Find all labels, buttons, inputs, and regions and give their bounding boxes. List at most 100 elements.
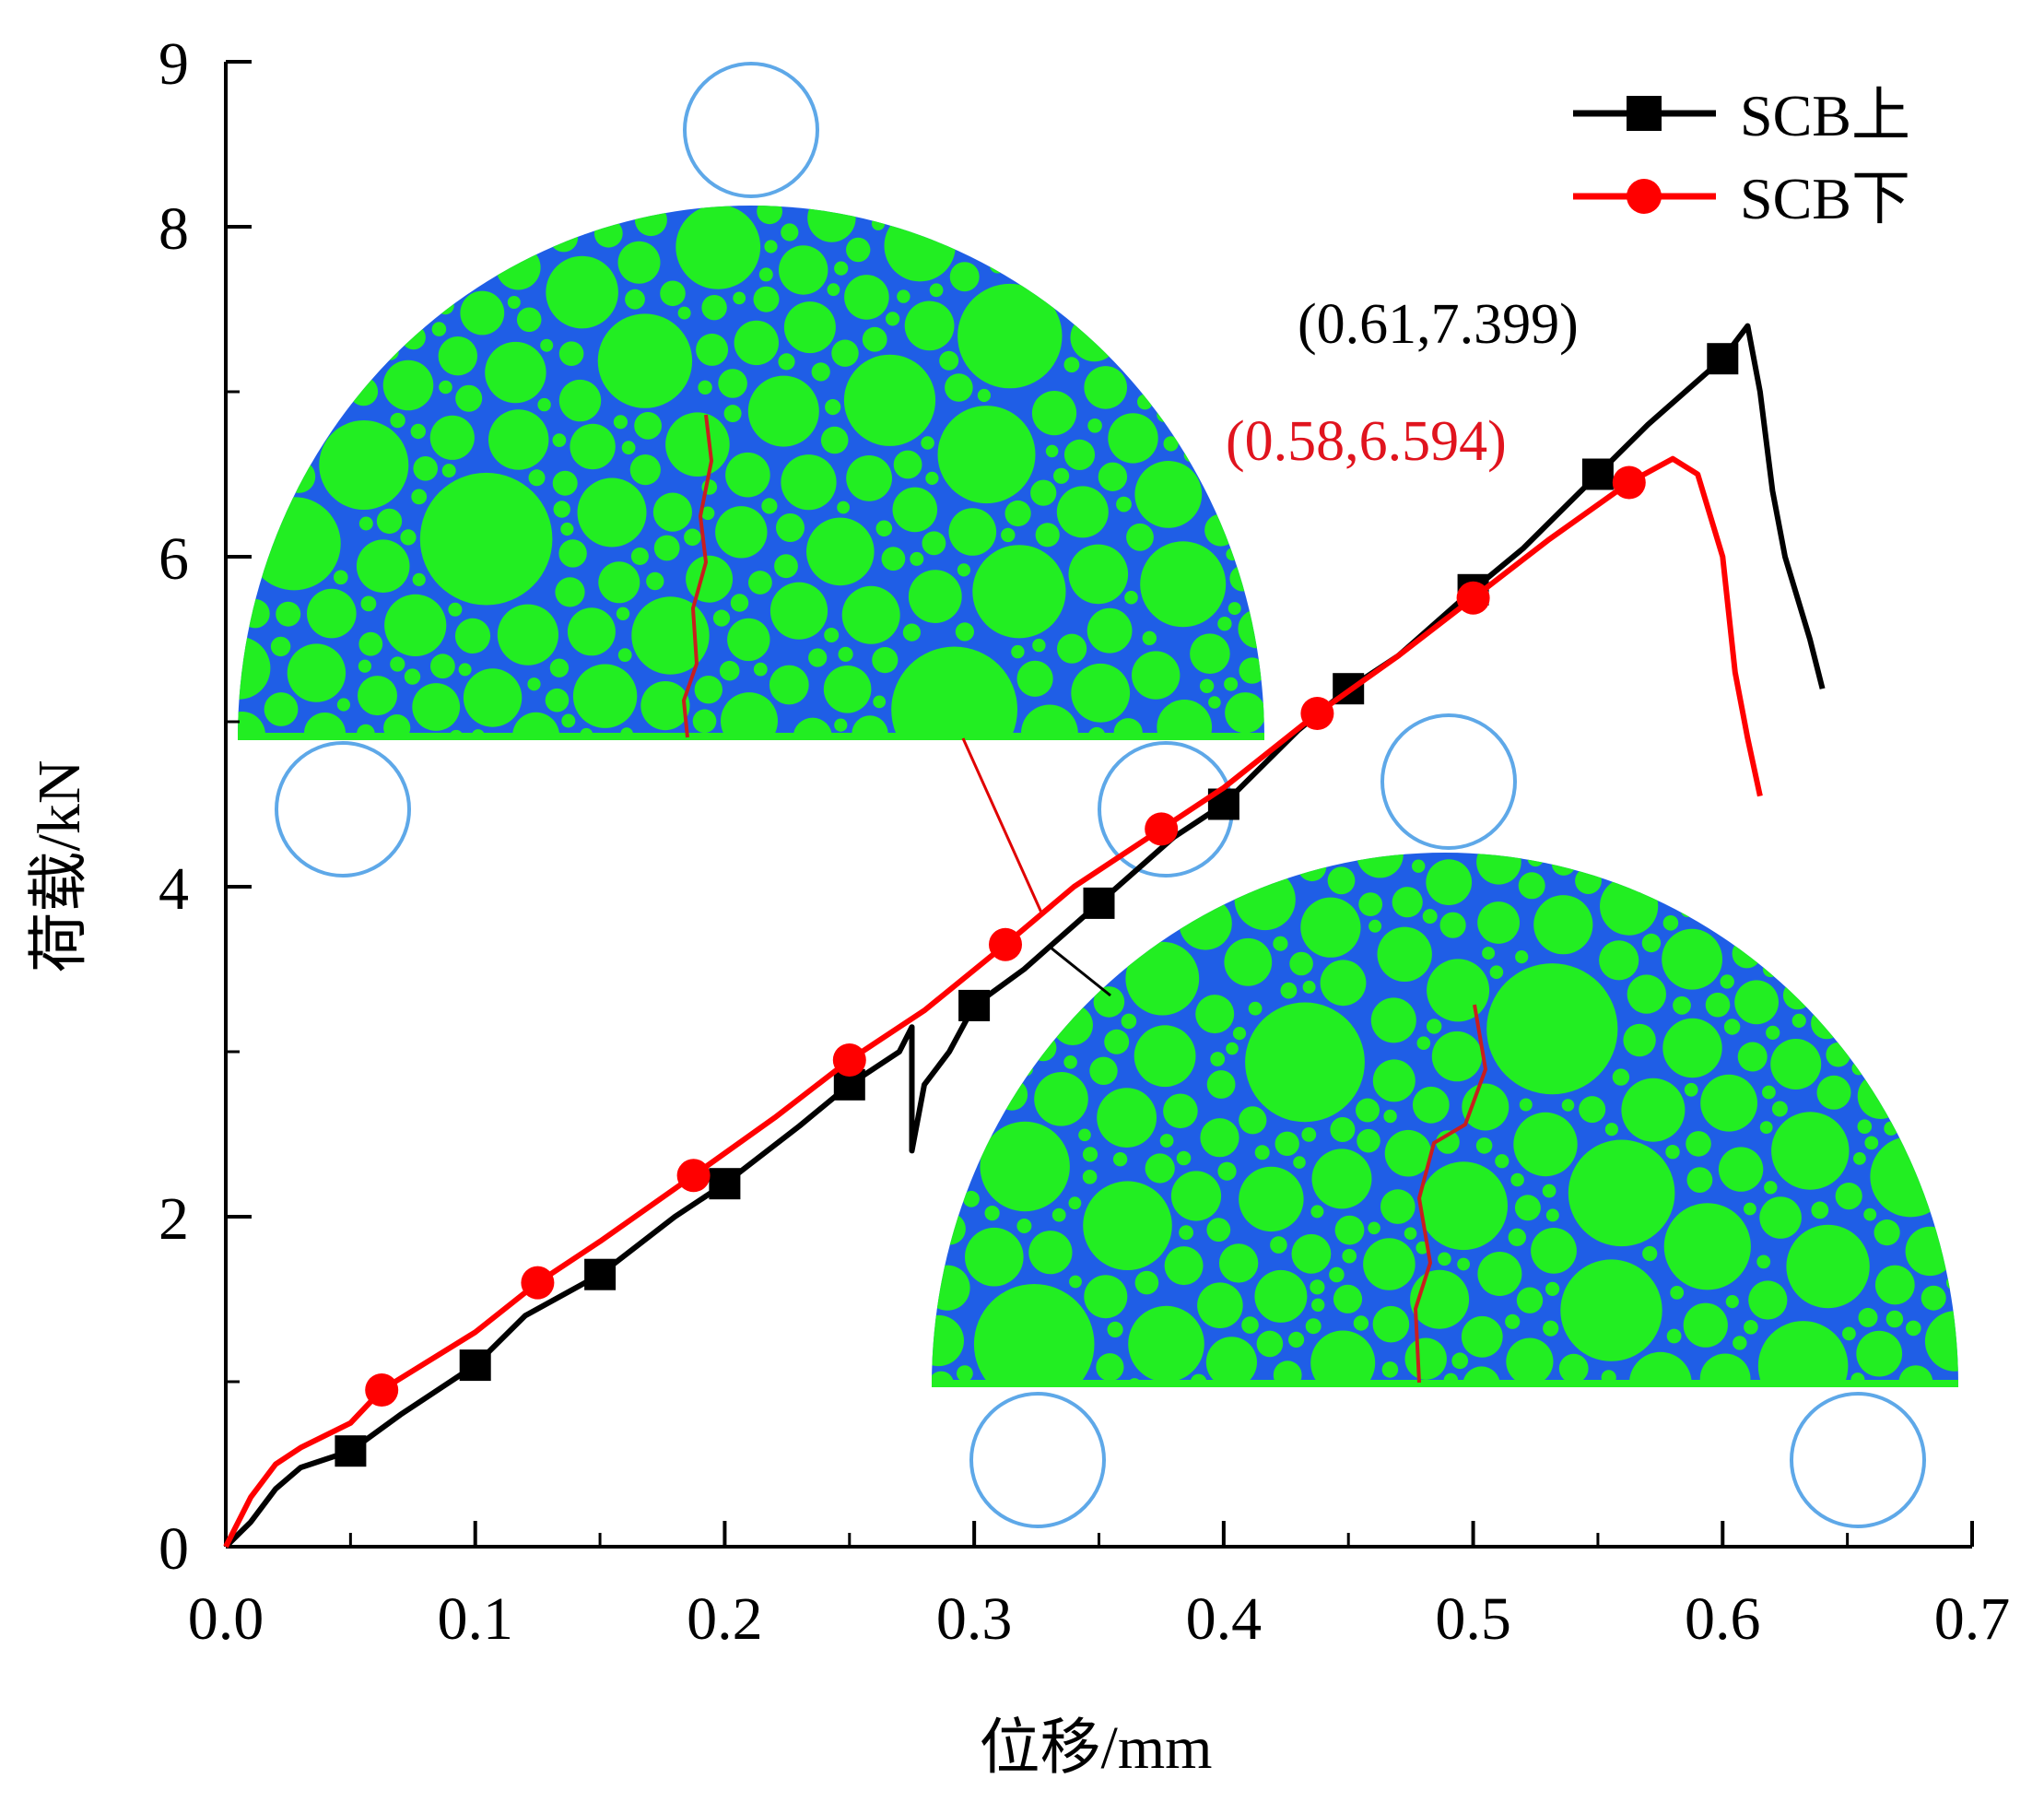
- aggregate-particle: [1856, 1330, 1903, 1377]
- data-point-scb-top: [1083, 887, 1115, 919]
- aggregate-particle: [823, 666, 872, 713]
- data-point-scb-top: [709, 1168, 741, 1200]
- x-tick-label: 0.2: [687, 1585, 763, 1653]
- aggregate-particle: [1142, 630, 1157, 645]
- aggregate-particle: [1353, 1315, 1369, 1331]
- aggregate-particle: [1369, 919, 1382, 933]
- data-point-scb-bottom: [521, 1266, 555, 1300]
- aggregate-particle: [1612, 1068, 1630, 1086]
- aggregate-particle: [963, 1190, 980, 1207]
- aggregate-particle: [1558, 1353, 1589, 1384]
- aggregate-particle: [1686, 1167, 1713, 1193]
- aggregate-particle: [806, 517, 875, 586]
- aggregate-particle: [390, 412, 405, 429]
- aggregate-particle: [677, 306, 691, 320]
- aggregate-particle: [1427, 959, 1490, 1022]
- aggregate-particle: [485, 341, 546, 404]
- aggregate-particle: [1766, 1025, 1780, 1040]
- aggregate-particle: [675, 206, 761, 289]
- aggregate-particle: [1599, 940, 1639, 981]
- aggregate-particle: [1477, 1252, 1522, 1296]
- aggregate-particle: [411, 489, 428, 505]
- aggregate-particle: [1052, 1005, 1093, 1045]
- aggregate-particle: [454, 618, 491, 654]
- aggregate-particle: [1108, 413, 1158, 464]
- aggregate-particle: [1093, 986, 1125, 1018]
- aggregate-particle: [617, 648, 632, 662]
- aggregate-particle: [270, 636, 291, 657]
- aggregate-particle: [1771, 1112, 1850, 1190]
- aggregate-particle: [1513, 1112, 1578, 1177]
- aggregate-particle: [1035, 523, 1060, 548]
- aggregate-particle: [734, 320, 779, 366]
- aggregate-particle: [555, 577, 585, 607]
- aggregate-particle: [1183, 449, 1197, 462]
- aggregate-particle: [922, 531, 946, 556]
- aggregate-particle: [1056, 486, 1109, 538]
- aggregate-particle: [1020, 1063, 1033, 1077]
- aggregate-particle: [1179, 897, 1232, 950]
- aggregate-particle: [496, 245, 541, 290]
- aggregate-particle: [1300, 897, 1361, 958]
- aggregate-particle: [825, 399, 841, 416]
- aggregate-particle: [1157, 407, 1171, 422]
- aggregate-particle: [1516, 1287, 1544, 1313]
- aggregate-particle: [1372, 1305, 1410, 1343]
- aggregate-particle: [1508, 1228, 1527, 1247]
- aggregate-particle: [410, 423, 426, 440]
- aggregate-particle: [1732, 938, 1762, 969]
- aggregate-particle: [1342, 1248, 1357, 1264]
- aggregate-particle: [463, 668, 523, 727]
- aggregate-particle: [1125, 941, 1200, 1016]
- aggregate-particle: [1298, 853, 1327, 882]
- aggregate-particle: [781, 223, 799, 241]
- aggregate-particle: [1416, 1036, 1431, 1050]
- aggregate-particle: [630, 548, 649, 565]
- aggregate-particle: [1404, 1227, 1417, 1240]
- aggregate-particle: [1475, 1137, 1493, 1154]
- aggregate-particle: [1190, 633, 1230, 674]
- legend-marker-scb-bottom: [1627, 179, 1662, 214]
- aggregate-particle: [939, 350, 959, 371]
- aggregate-particle: [1560, 1259, 1662, 1361]
- aggregate-particle: [1670, 1286, 1685, 1300]
- aggregate-particle: [1786, 1224, 1870, 1309]
- aggregate-particle: [653, 535, 680, 561]
- aggregate-particle: [1228, 602, 1241, 616]
- aggregate-particle: [1514, 1195, 1541, 1221]
- aggregate-particle: [1163, 436, 1179, 452]
- aggregate-particle: [1301, 1127, 1317, 1142]
- aggregate-particle: [546, 255, 618, 329]
- aggregate-particle: [1427, 1019, 1442, 1034]
- aggregate-particle: [945, 373, 973, 402]
- x-tick-label: 0.7: [1934, 1585, 2011, 1653]
- aggregate-particle: [652, 492, 693, 532]
- aggregate-particle: [458, 663, 472, 677]
- aggregate-particle: [1045, 444, 1059, 458]
- aggregate-particle: [1519, 1098, 1533, 1112]
- aggregate-particle: [1575, 867, 1602, 894]
- aggregate-particle: [929, 283, 944, 298]
- aggregate-particle: [527, 677, 541, 691]
- aggregate-particle: [1016, 660, 1053, 697]
- x-tick-label: 0.1: [437, 1585, 513, 1653]
- aggregate-particle: [1531, 1228, 1577, 1274]
- aggregate-particle: [1224, 677, 1239, 691]
- aggregate-particle: [1734, 980, 1779, 1025]
- series-line-scb-bottom: [223, 455, 1763, 1549]
- aggregate-particle: [1087, 418, 1102, 433]
- aggregate-particle: [1029, 1034, 1057, 1062]
- aggregate-particle: [1515, 950, 1529, 964]
- data-point-scb-bottom: [676, 1159, 711, 1193]
- aggregate-particle: [1924, 1311, 1958, 1372]
- aggregate-particle: [893, 450, 922, 479]
- aggregate-particle: [1600, 877, 1659, 936]
- aggregate-particle: [540, 338, 554, 352]
- aggregate-particle: [1771, 1101, 1788, 1117]
- aggregate-particle: [1248, 1001, 1263, 1016]
- aggregate-particle: [1163, 1093, 1198, 1129]
- aggregate-particle: [1666, 1328, 1682, 1344]
- aggregate-particle: [1329, 1266, 1345, 1283]
